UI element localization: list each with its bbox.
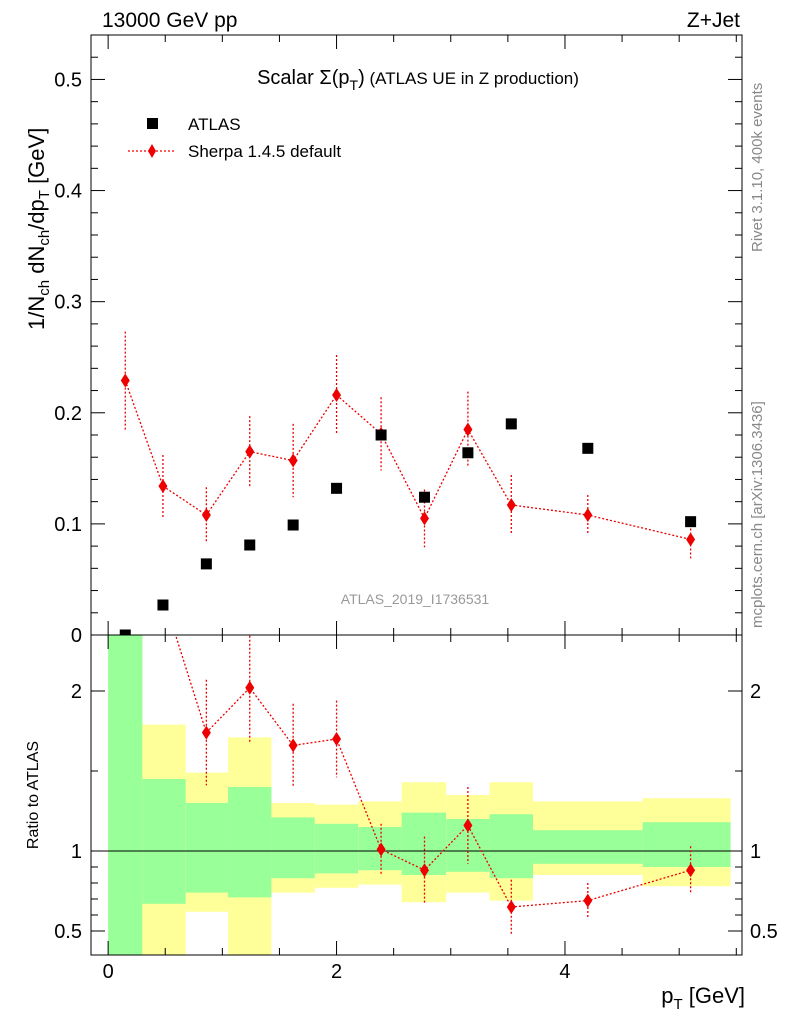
- title-suffix: (ATLAS UE in Z production): [365, 69, 579, 88]
- ratio-mc-point: [201, 725, 211, 740]
- band-inner: [271, 817, 315, 879]
- band-inner: [228, 787, 272, 898]
- legend-mc-label: Sherpa 1.4.5 default: [188, 142, 341, 161]
- y-axis-label-ratio: Ratio to ATLAS: [25, 741, 42, 849]
- header-left: 13000 GeV pp: [102, 9, 237, 32]
- y-tick-label: 0.5: [54, 69, 82, 91]
- rivet-label: Rivet 3.1.10, 400k events: [749, 83, 766, 252]
- mc-point: [583, 508, 593, 522]
- y-tick-label: 0.1: [54, 514, 82, 536]
- analysis-watermark: ATLAS_2019_I1736531: [341, 591, 490, 607]
- data-point: [157, 599, 169, 611]
- y-tick-label: 0.2: [54, 403, 82, 425]
- title-main: Scalar Σ(p: [257, 67, 349, 89]
- y-tick-label: 0.3: [54, 292, 82, 314]
- ratio-y-tick-label: 0.5: [54, 921, 82, 943]
- ratio-y-tick-label-right: 0.5: [750, 921, 778, 943]
- mc-point: [158, 479, 168, 494]
- mc-point: [686, 532, 696, 547]
- mc-line: [124, 380, 691, 541]
- y-axis-label-main: 1/Nch dNch/dpT [GeV]: [24, 128, 53, 330]
- ratio-mc-series: [174, 635, 696, 935]
- x-tick-label: 4: [559, 961, 570, 983]
- ratio-mc-point: [419, 863, 429, 878]
- ratio-mc-point: [463, 818, 473, 833]
- x-tick-label: 0: [103, 961, 114, 983]
- ratio-mc-point: [686, 863, 696, 878]
- data-point: [200, 558, 212, 570]
- mc-point: [419, 511, 429, 526]
- data-point: [375, 429, 387, 441]
- data-point: [685, 516, 697, 528]
- data-point: [287, 519, 299, 531]
- x-tick-label: 2: [331, 961, 342, 983]
- legend-data-marker: [147, 118, 158, 129]
- title-close: ): [358, 67, 365, 89]
- mc-point: [245, 444, 255, 459]
- mc-point: [332, 388, 342, 402]
- mcplots-label: mcplots.cern.ch [arXiv:1306.3436]: [749, 401, 766, 628]
- band-inner: [314, 823, 359, 874]
- ratio-mc-point: [506, 900, 516, 914]
- axis-ticks: [91, 35, 742, 955]
- data-point: [119, 629, 131, 635]
- title-sub: T: [350, 77, 359, 93]
- ratio-mc-line: [205, 686, 691, 908]
- y-tick-label-zero: 0: [71, 625, 82, 647]
- ratio-frame: [90, 634, 743, 956]
- header-right: Z+Jet: [687, 9, 740, 32]
- plot-title: Scalar Σ(pT) (ATLAS UE in Z production): [257, 67, 579, 93]
- ratio-mc-point: [288, 738, 298, 753]
- ratio-bands: [108, 635, 731, 955]
- mc-series: [120, 331, 696, 559]
- mc-point: [201, 508, 211, 522]
- ratio-mc-point: [583, 893, 593, 908]
- data-point: [582, 442, 594, 454]
- legend-data-label: ATLAS: [188, 115, 241, 134]
- mc-point: [120, 373, 130, 388]
- data-point: [418, 491, 430, 503]
- band-inner: [532, 830, 643, 864]
- x-axis-label: pT [GeV]: [661, 983, 745, 1013]
- ratio-y-tick-label-right: 1: [750, 841, 761, 863]
- legend-mc-marker: [148, 144, 156, 158]
- legend: ATLAS Sherpa 1.4.5 default: [128, 115, 341, 161]
- mc-point: [463, 422, 473, 437]
- data-point: [462, 447, 474, 459]
- ratio-y-tick-label: 2: [71, 681, 82, 703]
- ratio-mc-point: [245, 680, 255, 695]
- band-inner: [142, 779, 186, 904]
- data-series: [119, 418, 697, 635]
- ratio-y-tick-label: 1: [71, 841, 82, 863]
- mc-point: [288, 453, 298, 468]
- data-point: [244, 539, 256, 551]
- mc-point: [506, 498, 516, 512]
- band-inner: [642, 822, 731, 867]
- y-tick-label: 0.4: [54, 181, 82, 203]
- tick-labels: 0.1 0.2 0.3 0.4 0.5 0 0.5 0.5 1 1 2 2 0 2 4: [54, 69, 778, 983]
- ratio-y-tick-label-right: 2: [750, 681, 761, 703]
- data-point: [505, 418, 517, 430]
- ratio-mc-point: [376, 842, 386, 857]
- ratio-mc-point: [332, 732, 342, 746]
- band-inner: [489, 814, 533, 879]
- band-inner: [108, 635, 143, 955]
- data-point: [331, 482, 343, 494]
- ratio-mc-line-offscale: [174, 635, 207, 733]
- band-inner: [185, 803, 229, 893]
